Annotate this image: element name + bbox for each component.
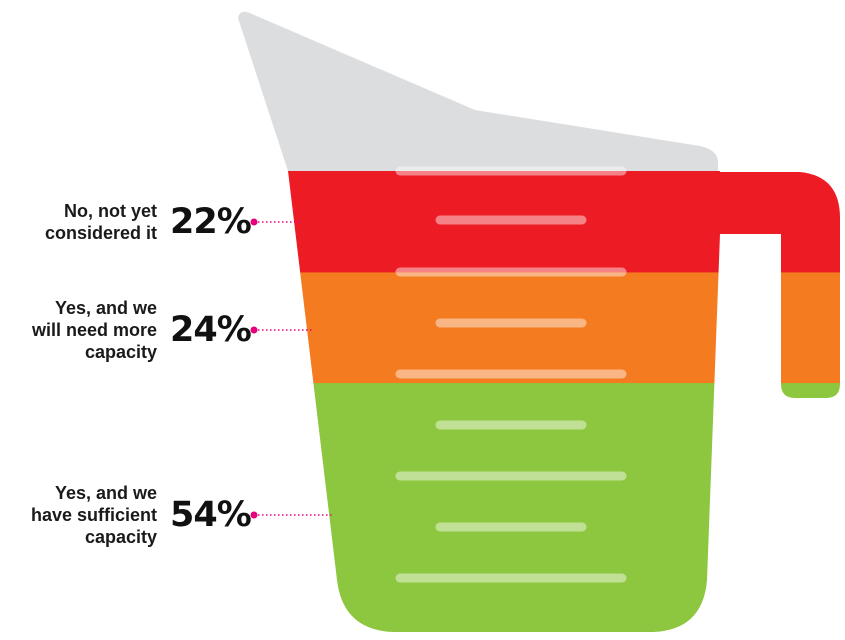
value-label-2: 24% bbox=[170, 310, 252, 350]
category-label-line: Yes, and we bbox=[54, 483, 157, 503]
category-label-2: Yes, and we will need more capacity bbox=[32, 297, 157, 363]
category-label-line: will need more bbox=[31, 320, 157, 340]
category-label-1: No, not yet considered it bbox=[45, 200, 157, 244]
jug-spout bbox=[238, 11, 718, 171]
category-label-3: Yes, and we have sufficient capacity bbox=[31, 482, 157, 548]
segment-2 bbox=[288, 272, 840, 384]
connector-dot-3 bbox=[250, 511, 258, 519]
category-label-line: Yes, and we bbox=[54, 298, 157, 318]
measure-marks bbox=[395, 166, 627, 583]
category-label-line: capacity bbox=[84, 527, 157, 547]
category-label-line: have sufficient bbox=[30, 505, 157, 525]
connector-dot-2 bbox=[250, 326, 258, 334]
value-label-1: 22% bbox=[170, 202, 252, 242]
connector-dot-1 bbox=[250, 218, 258, 226]
jug-fill-group bbox=[288, 171, 840, 632]
segment-3 bbox=[288, 383, 840, 632]
category-label-line: No, not yet bbox=[64, 201, 157, 221]
category-label-line: capacity bbox=[84, 342, 157, 362]
category-label-line: considered it bbox=[44, 223, 157, 243]
connector-group bbox=[250, 218, 333, 519]
value-label-3: 54% bbox=[170, 495, 252, 535]
